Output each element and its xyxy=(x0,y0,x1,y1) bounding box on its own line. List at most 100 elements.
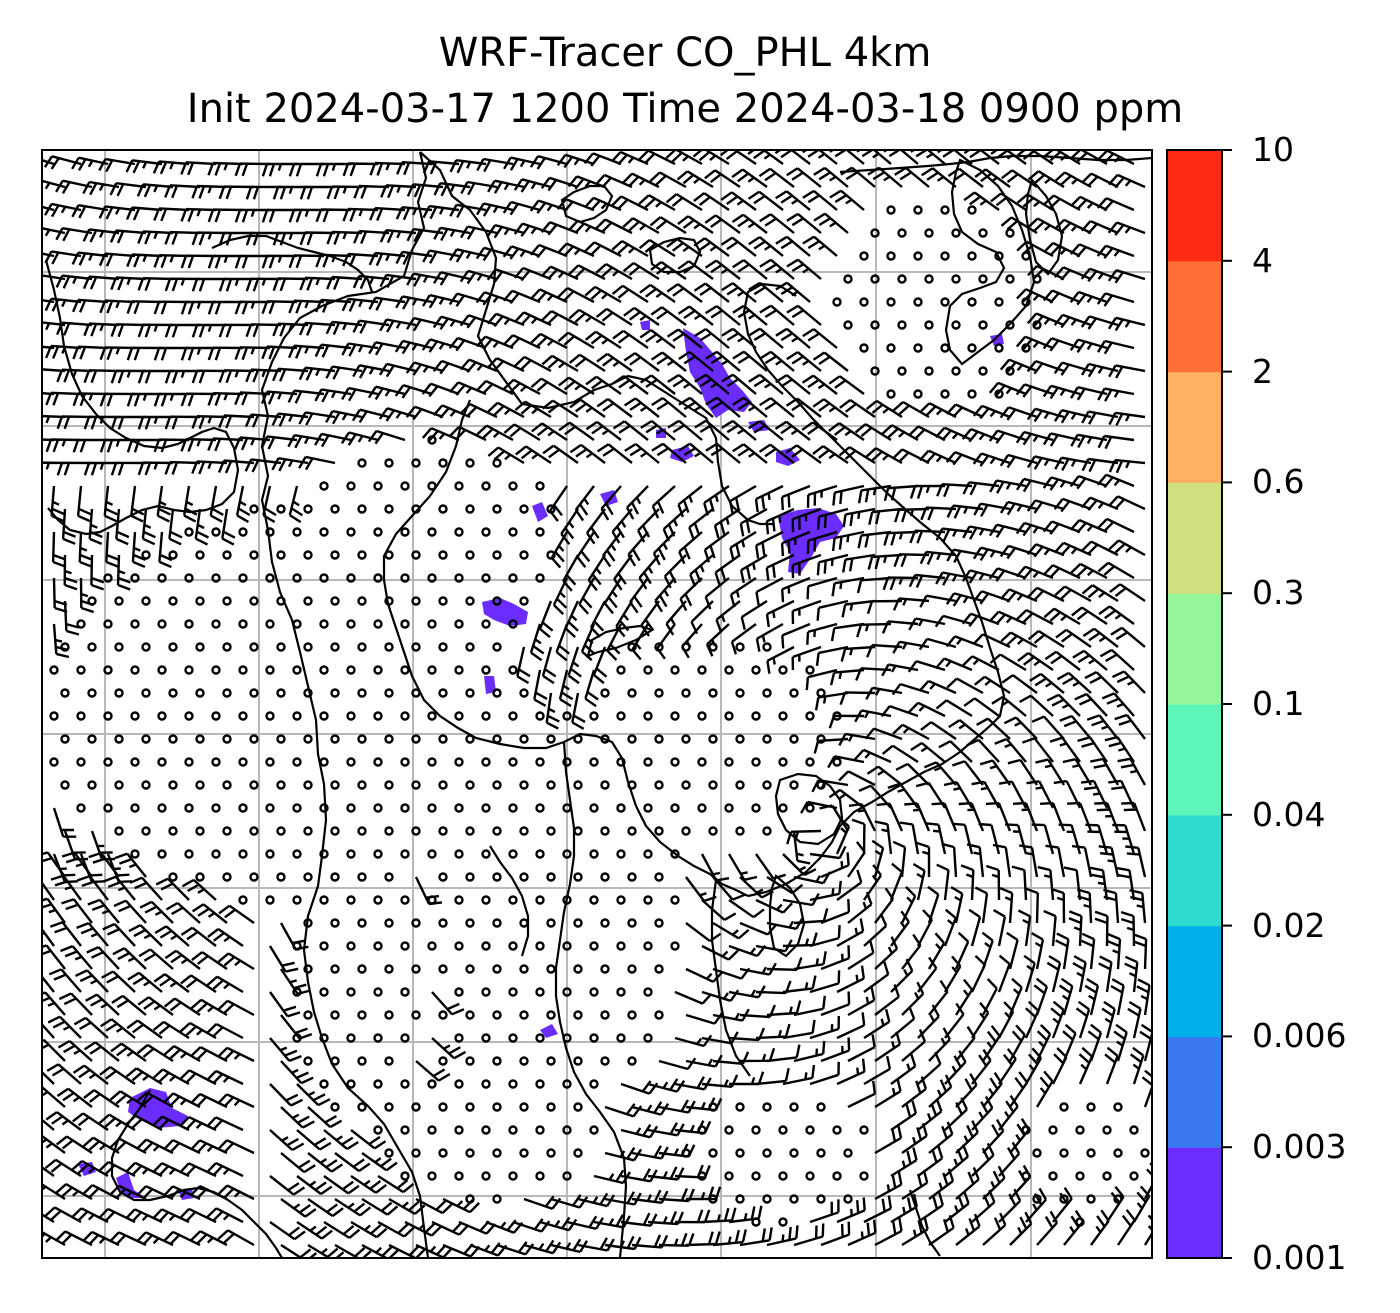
calm-wind-circle xyxy=(276,734,286,744)
calm-wind-circle xyxy=(265,527,275,537)
wind-barb xyxy=(557,287,595,304)
wind-barb xyxy=(1016,193,1054,212)
calm-wind-circle xyxy=(886,297,896,307)
calm-wind-circle xyxy=(384,1148,394,1158)
wind-barb xyxy=(460,403,498,419)
calm-wind-circle xyxy=(400,711,410,721)
wind-barb xyxy=(596,398,633,418)
wind-barb xyxy=(585,375,622,395)
wind-barb xyxy=(42,1086,66,1108)
calm-wind-circle xyxy=(411,550,421,560)
calm-wind-circle xyxy=(330,780,340,790)
calm-wind-circle xyxy=(211,849,221,859)
calm-wind-circle xyxy=(265,665,275,675)
wind-barb xyxy=(677,215,714,234)
calm-wind-circle xyxy=(330,964,340,974)
wind-barb xyxy=(1132,1185,1151,1223)
calm-wind-circle xyxy=(265,849,275,859)
wind-barb xyxy=(952,760,984,786)
wind-barb xyxy=(874,1125,903,1155)
calm-wind-circle xyxy=(967,343,977,353)
calm-wind-circle xyxy=(141,734,151,744)
calm-wind-circle xyxy=(492,918,502,928)
wind-barb xyxy=(152,1115,190,1132)
wind-barb xyxy=(1043,150,1081,166)
wind-barb xyxy=(325,320,363,335)
wind-barb xyxy=(326,230,363,245)
calm-wind-circle xyxy=(519,550,529,560)
colorbar-tick-label: 0.6 xyxy=(1252,462,1305,502)
wind-barb xyxy=(83,1089,120,1108)
wind-barb xyxy=(1016,609,1054,626)
calm-wind-circle xyxy=(1140,1148,1150,1158)
calm-wind-circle xyxy=(751,665,761,675)
wind-barb xyxy=(1086,714,1119,740)
wind-barb xyxy=(732,304,768,326)
wind-barb xyxy=(791,599,822,625)
calm-wind-circle xyxy=(670,849,680,859)
wind-barb xyxy=(1105,1185,1125,1223)
calm-wind-circle xyxy=(373,711,383,721)
wind-barb xyxy=(459,225,498,240)
wind-barb xyxy=(164,184,201,199)
calm-wind-circle xyxy=(967,389,977,399)
wind-barb xyxy=(529,243,568,259)
calm-wind-circle xyxy=(168,826,178,836)
wind-barb xyxy=(847,891,873,924)
wind-barb xyxy=(901,1169,929,1201)
wind-barb xyxy=(840,166,876,188)
wind-barb xyxy=(694,327,730,349)
wind-barb xyxy=(982,1072,1003,1108)
calm-wind-circle xyxy=(319,1033,329,1043)
wind-barb xyxy=(299,276,336,291)
calm-wind-circle xyxy=(492,780,502,790)
calm-wind-circle xyxy=(384,596,394,606)
wind-barb xyxy=(721,327,757,349)
wind-barb xyxy=(1133,933,1148,970)
wind-barb xyxy=(728,1205,763,1224)
calm-wind-circle xyxy=(373,803,383,813)
wind-barb xyxy=(361,1243,399,1258)
calm-wind-circle xyxy=(330,504,340,514)
wind-barb xyxy=(112,947,147,970)
wind-barb xyxy=(820,945,851,971)
wind-barb xyxy=(82,1136,120,1155)
calm-wind-circle xyxy=(384,504,394,514)
wind-barb xyxy=(1019,844,1039,878)
wind-barb xyxy=(1097,561,1135,580)
wind-barb xyxy=(781,576,811,603)
wind-barb xyxy=(1085,823,1109,855)
calm-wind-circle xyxy=(265,757,275,767)
wind-barb xyxy=(678,350,714,372)
wind-barb xyxy=(895,762,930,786)
calm-wind-circle xyxy=(238,527,248,537)
calm-wind-circle xyxy=(292,941,302,951)
wind-barb xyxy=(1096,197,1135,212)
calm-wind-circle xyxy=(184,711,194,721)
wind-barb xyxy=(127,971,163,993)
wind-barb xyxy=(928,979,949,1016)
calm-wind-circle xyxy=(195,872,205,882)
calm-wind-circle xyxy=(1102,1125,1112,1135)
wind-barb xyxy=(955,1213,981,1246)
wind-barb xyxy=(842,507,876,528)
calm-wind-circle xyxy=(762,1148,772,1158)
calm-wind-circle xyxy=(492,1148,502,1158)
calm-wind-circle xyxy=(670,895,680,905)
calm-wind-circle xyxy=(789,1194,799,1204)
wind-barb xyxy=(786,167,822,188)
calm-wind-circle xyxy=(508,619,518,629)
calm-wind-circle xyxy=(535,1125,545,1135)
wind-barb xyxy=(755,1023,791,1040)
wind-barb xyxy=(515,445,552,464)
wind-barb xyxy=(1043,241,1081,258)
wind-barb xyxy=(449,425,487,442)
calm-wind-circle xyxy=(454,849,464,859)
wind-barb xyxy=(404,1220,442,1237)
wind-barb xyxy=(78,531,93,568)
calm-wind-circle xyxy=(562,1125,572,1135)
wind-barb xyxy=(1120,910,1136,947)
calm-wind-circle xyxy=(600,1056,610,1066)
wind-barb xyxy=(612,375,649,395)
wind-barb xyxy=(918,637,957,651)
